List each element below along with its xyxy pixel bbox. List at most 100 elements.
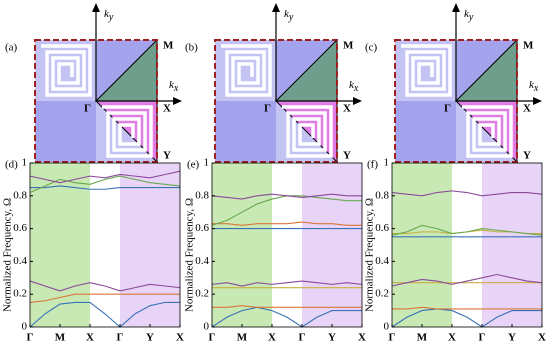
band-line (211, 306, 362, 328)
quadrant (215, 40, 276, 101)
plot-frame (29, 162, 181, 328)
quadrant (395, 101, 456, 162)
band-region (302, 163, 362, 327)
x-tick-label: X (176, 332, 184, 344)
x-tick-label: X (448, 332, 456, 344)
band-line (29, 293, 180, 303)
band-line (29, 301, 180, 328)
kx-sub: x (353, 83, 359, 94)
y-tick-label: 0.2 (13, 288, 27, 300)
band-region (392, 163, 452, 327)
quadrant (35, 40, 96, 101)
kx-label: kx (529, 79, 539, 95)
x-tick-label: X (358, 332, 366, 344)
panel-label: (a) (5, 42, 18, 54)
y-tick-label: 1 (384, 157, 390, 169)
ky-sub: y (108, 12, 114, 23)
kx-base: k (529, 79, 535, 91)
band-line (392, 306, 542, 310)
ky-label: ky (104, 8, 114, 24)
band-line (211, 280, 363, 287)
x-tick-label: X (538, 332, 546, 344)
ky-label: ky (284, 8, 294, 24)
x-tick-label: Γ (299, 332, 306, 344)
band-region (212, 163, 272, 327)
y-tick-label: 0.6 (195, 222, 209, 234)
arrow-head (452, 3, 460, 12)
x-tick-label: Y (146, 332, 154, 344)
ky-sub: y (468, 12, 474, 23)
kx-label: kx (169, 79, 179, 95)
y-tick-label: 1 (204, 157, 210, 169)
band-line (391, 273, 543, 287)
band-line (212, 221, 362, 226)
y-tick-label: 0.4 (13, 255, 27, 267)
panel-label: (d) (5, 159, 18, 171)
kx-base: k (349, 79, 355, 91)
arrow-head (533, 97, 542, 105)
symmetry-point: X (163, 103, 171, 115)
band-line (391, 190, 543, 197)
quadrant (35, 101, 96, 162)
panel-label: (f) (367, 159, 378, 171)
y-tick-label: 0.6 (13, 222, 27, 234)
unit-pattern (282, 105, 333, 158)
unit-pattern (102, 105, 153, 158)
x-tick-label: Γ (27, 332, 34, 344)
band-line (212, 305, 362, 308)
y-axis-title: Normalized Frequency, Ω (364, 198, 376, 312)
band-line (29, 170, 181, 184)
x-tick-label: M (237, 332, 248, 344)
y-axis-title: Normalized Frequency, Ω (184, 198, 196, 312)
band-region (482, 163, 542, 327)
symmetry-point: Γ (264, 103, 271, 115)
symmetry-point: Y (163, 150, 171, 162)
y-tick-label: 0.2 (375, 288, 389, 300)
band-region (120, 163, 180, 327)
ky-sub: y (288, 12, 294, 23)
y-tick-label: 0.2 (195, 288, 209, 300)
symmetry-point: X (523, 103, 531, 115)
symmetry-point: Y (523, 150, 531, 162)
kx-label: kx (349, 79, 359, 95)
x-tick-label: Γ (209, 332, 216, 344)
quadrant (215, 101, 276, 162)
x-tick-label: Y (328, 332, 336, 344)
y-tick-label: 0 (204, 321, 210, 333)
symmetry-point: M (523, 40, 534, 52)
band-line (211, 193, 362, 200)
plot-frame (391, 162, 543, 328)
kx-sub: x (173, 83, 179, 94)
arrow-head (92, 3, 100, 12)
band-line (30, 185, 180, 190)
ky-label: ky (464, 8, 474, 24)
y-tick-label: 0 (384, 321, 390, 333)
y-tick-label: 1 (22, 157, 28, 169)
panel-label: (b) (185, 42, 198, 54)
x-tick-label: M (55, 332, 66, 344)
band-line (391, 224, 543, 236)
y-tick-label: 0.8 (375, 189, 389, 201)
unit-pattern (221, 44, 272, 97)
y-axis-title: Normalized Frequency, Ω (2, 198, 14, 312)
y-tick-label: 0.4 (195, 255, 209, 267)
symmetry-point: Γ (84, 103, 91, 115)
quadrant (395, 40, 456, 101)
symmetry-point: Γ (444, 103, 451, 115)
band-line (29, 280, 181, 292)
y-tick-label: 0.8 (13, 189, 27, 201)
kx-sub: x (533, 83, 539, 94)
unit-pattern (462, 105, 513, 158)
symmetry-point: M (343, 40, 354, 52)
arrow-head (353, 97, 362, 105)
unit-pattern (41, 44, 92, 97)
ky-base: k (104, 8, 110, 20)
symmetry-point: M (163, 40, 174, 52)
y-tick-label: 0.6 (375, 222, 389, 234)
x-tick-label: X (86, 332, 94, 344)
y-tick-label: 0.8 (195, 189, 209, 201)
band-line (391, 308, 542, 328)
ky-base: k (464, 8, 470, 20)
arrow-head (173, 97, 182, 105)
band-region (30, 163, 90, 327)
